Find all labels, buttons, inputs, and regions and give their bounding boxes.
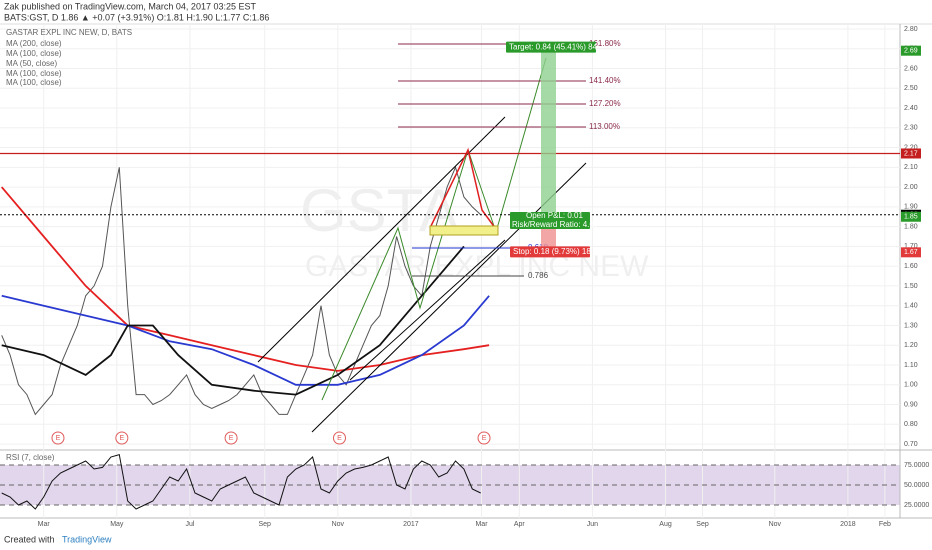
legend-entry: MA (200, close) bbox=[6, 39, 62, 48]
y-tick-label: 1.20 bbox=[904, 342, 918, 349]
x-tick-label: Sep bbox=[258, 521, 271, 528]
x-tick-label: Jul bbox=[185, 521, 194, 528]
x-tick-label: Feb bbox=[879, 521, 891, 528]
earnings-marker bbox=[477, 431, 491, 445]
price-tag-label: 1.67 bbox=[904, 249, 918, 256]
y-tick-label: 1.40 bbox=[904, 303, 918, 310]
fib-label: 0.786 bbox=[528, 271, 549, 280]
footer-text: Created with bbox=[4, 534, 55, 544]
y-tick-label: 2.30 bbox=[904, 125, 918, 132]
stop-label: Stop: 0.18 (9.73%) 18 bbox=[513, 247, 591, 256]
publisher-line: Zak published on TradingView.com, March … bbox=[4, 1, 256, 11]
fib-label: 127.20% bbox=[589, 99, 621, 108]
x-tick-label: Nov bbox=[769, 521, 782, 528]
y-tick-label: 1.90 bbox=[904, 204, 918, 211]
legend-entry: MA (100, close) bbox=[6, 49, 62, 58]
price-tag-label: 1.85 bbox=[904, 214, 918, 221]
y-tick-label: 2.80 bbox=[904, 26, 918, 33]
x-tick-label: Mar bbox=[38, 521, 51, 528]
y-tick-label: 1.10 bbox=[904, 362, 918, 369]
earnings-marker bbox=[332, 431, 346, 445]
y-tick-label: 0.90 bbox=[904, 401, 918, 408]
price-tag bbox=[901, 45, 921, 56]
earnings-label: E bbox=[120, 435, 125, 442]
x-tick-label: Aug bbox=[659, 521, 672, 528]
pl-box bbox=[510, 212, 590, 229]
y-tick-label: 2.50 bbox=[904, 85, 918, 92]
rsi-tick-label: 50.0000 bbox=[904, 482, 929, 489]
footer-brand: TradingView bbox=[62, 534, 112, 544]
price-tag-label: 2.69 bbox=[904, 48, 918, 55]
y-tick-label: 2.20 bbox=[904, 144, 918, 151]
price-tag bbox=[901, 247, 921, 258]
rsi-tick-label: 75.0000 bbox=[904, 462, 929, 469]
channel-line bbox=[349, 239, 506, 381]
earnings-label: E bbox=[56, 435, 61, 442]
y-tick-label: 1.30 bbox=[904, 322, 918, 329]
y-tick-label: 1.80 bbox=[904, 223, 918, 230]
earnings-label: E bbox=[229, 435, 234, 442]
y-tick-label: 1.60 bbox=[904, 263, 918, 270]
x-tick-label: 2017 bbox=[403, 521, 419, 528]
target-box bbox=[506, 41, 596, 53]
zone bbox=[429, 225, 499, 236]
rsi-tick-label: 25.0000 bbox=[904, 502, 929, 509]
rr-label: Risk/Reward Ratio: 4.67 bbox=[512, 220, 599, 229]
x-tick-label: May bbox=[110, 521, 124, 528]
series-line bbox=[1, 245, 465, 396]
x-tick-label: Apr bbox=[514, 521, 526, 528]
legend-title: GASTAR EXPL INC NEW, D, BATS bbox=[6, 28, 132, 37]
x-tick-label: Jun bbox=[587, 521, 598, 528]
rsi-legend: RSI (7, close) bbox=[6, 453, 55, 462]
price-tag-label: 2.17 bbox=[904, 150, 918, 157]
quote-line: BATS:GST, D 1.86 ▲ +0.07 (+3.91%) O:1.81… bbox=[4, 12, 269, 22]
legend-entry: MA (50, close) bbox=[6, 59, 57, 68]
target-zone bbox=[541, 50, 556, 217]
x-tick-label: 2018 bbox=[840, 521, 856, 528]
earnings-label: E bbox=[337, 435, 342, 442]
earnings-marker bbox=[224, 431, 238, 445]
fib-label: 113.00% bbox=[589, 122, 620, 131]
y-tick-label: 0.80 bbox=[904, 421, 918, 428]
y-tick-label: 2.40 bbox=[904, 105, 918, 112]
pattern-line bbox=[429, 147, 499, 233]
y-tick-label: 2.10 bbox=[904, 164, 918, 171]
fib-label: 141.40% bbox=[589, 76, 621, 85]
y-tick-label: 2.00 bbox=[904, 184, 918, 191]
y-tick-label: 1.70 bbox=[904, 243, 918, 250]
y-tick-label: 0.70 bbox=[904, 441, 918, 448]
x-tick-label: Mar bbox=[475, 521, 488, 528]
legend: GASTAR EXPL INC NEW, D, BATS MA (200, cl… bbox=[6, 28, 132, 87]
stop-box bbox=[510, 246, 590, 258]
price-tag bbox=[901, 211, 921, 222]
target-label: Target: 0.84 (45.41%) 84 bbox=[509, 42, 598, 51]
legend-entry: MA (100, close) bbox=[6, 69, 62, 78]
y-tick-label: 1.00 bbox=[904, 382, 918, 389]
legend-entry: MA (100, close) bbox=[6, 78, 62, 87]
footer: Created with TradingView bbox=[4, 534, 112, 544]
y-tick-label: 1.50 bbox=[904, 283, 918, 290]
y-tick-label: 2.60 bbox=[904, 65, 918, 72]
series-line bbox=[1, 453, 481, 510]
x-tick-label: Sep bbox=[696, 521, 709, 528]
earnings-label: E bbox=[482, 435, 487, 442]
fib-label: 161.80% bbox=[589, 39, 621, 48]
pl-label: Open P&L: 0.01 bbox=[526, 211, 583, 220]
earnings-marker bbox=[115, 431, 129, 445]
channel-line bbox=[311, 162, 587, 433]
series-line bbox=[1, 294, 490, 386]
x-tick-label: Nov bbox=[332, 521, 345, 528]
price-tag bbox=[901, 148, 921, 159]
earnings-marker bbox=[51, 431, 65, 445]
